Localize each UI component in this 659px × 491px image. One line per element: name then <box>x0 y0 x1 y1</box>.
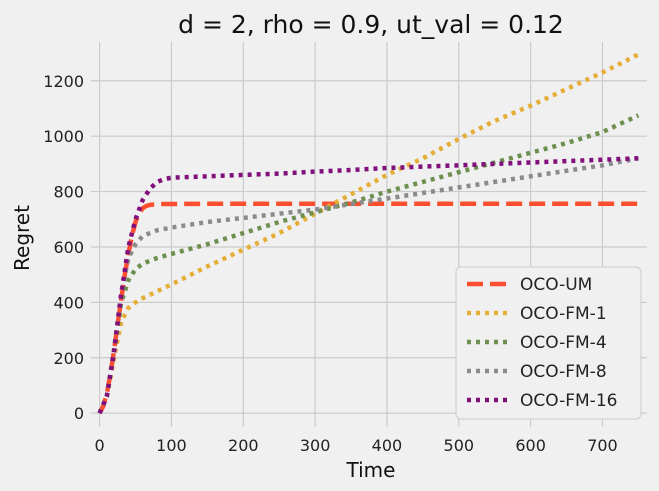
y-tick-label: 200 <box>53 349 84 368</box>
chart-title: d = 2, rho = 0.9, ut_val = 0.12 <box>178 10 564 39</box>
y-tick-label: 1200 <box>43 72 84 91</box>
y-axis-label: Regret <box>10 205 34 271</box>
x-tick-label: 100 <box>156 436 187 455</box>
legend-label: OCO-FM-1 <box>520 304 607 324</box>
legend-label: OCO-FM-8 <box>520 362 607 382</box>
y-tick-label: 1000 <box>43 127 84 146</box>
y-tick-label: 800 <box>53 183 84 202</box>
y-tick-label: 400 <box>53 293 84 312</box>
legend: OCO-UM OCO-FM-1 OCO-FM-4 OCO-FM-8 OCO-FM-16 <box>455 266 642 420</box>
legend-label: OCO-FM-16 <box>520 391 617 411</box>
tick-labels: 0 100 200 300 400 500 600 700 0 200 400 600 800 1000 1… <box>43 72 617 455</box>
x-tick-label: 0 <box>95 436 105 455</box>
x-tick-label: 700 <box>587 436 618 455</box>
y-tick-label: 600 <box>53 238 84 257</box>
x-tick-label: 500 <box>444 436 475 455</box>
x-axis-label: Time <box>346 458 396 482</box>
series-line-oco-fm-4 <box>97 113 640 415</box>
x-tick-label: 600 <box>515 436 546 455</box>
legend-label: OCO-FM-4 <box>520 333 607 353</box>
x-tick-label: 300 <box>300 436 331 455</box>
legend-label: OCO-UM <box>520 275 592 295</box>
series-lines <box>97 52 640 415</box>
legend-box <box>455 266 642 420</box>
x-tick-label: 400 <box>372 436 403 455</box>
series-line-oco-fm-8 <box>97 156 639 415</box>
series-line-oco-um <box>97 201 639 415</box>
series-line-oco-fm-1 <box>97 52 640 415</box>
series-line-oco-fm-16 <box>97 156 639 415</box>
y-tick-label: 0 <box>74 404 84 423</box>
x-tick-label: 200 <box>228 436 259 455</box>
